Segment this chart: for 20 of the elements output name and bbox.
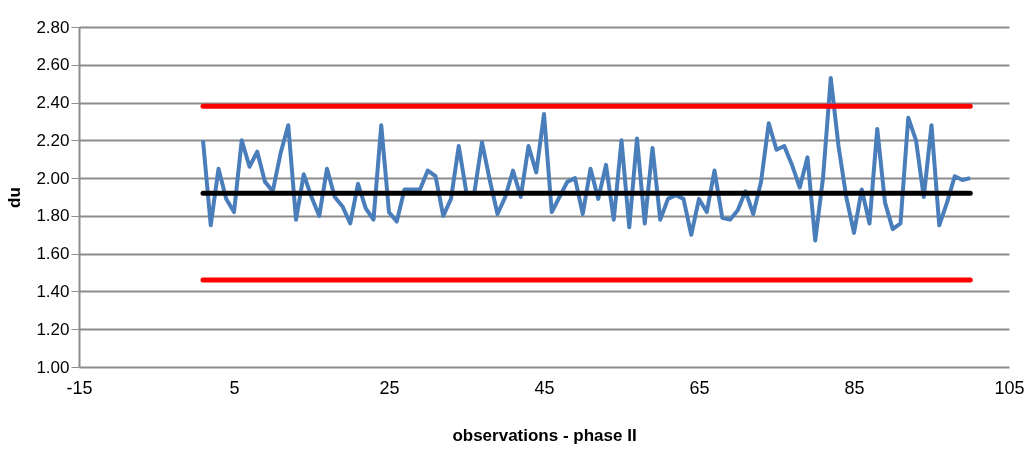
y-tick-label: 1.80 [36, 206, 70, 226]
y-tick-label: 2.20 [36, 130, 70, 150]
y-tick-label: 1.20 [36, 319, 70, 339]
x-tick-label: 25 [379, 377, 400, 398]
x-tick-label: 45 [534, 377, 555, 398]
x-axis-title: observations - phase II [452, 425, 637, 445]
y-tick-label: 2.00 [36, 168, 70, 188]
y-tick-label: 2.80 [36, 17, 70, 37]
y-tick-label: 1.40 [36, 281, 70, 301]
y-tick-label: 2.60 [36, 55, 70, 75]
x-tick-label: 5 [229, 377, 240, 398]
y-tick-label: 1.00 [36, 357, 70, 377]
x-tick-label: 105 [994, 377, 1025, 398]
y-tick-label: 1.60 [36, 244, 70, 264]
y-axis-title: du [5, 187, 25, 208]
y-tick-label: 2.40 [36, 93, 70, 113]
x-tick-label: 65 [689, 377, 710, 398]
line-series [201, 76, 973, 243]
x-tick-label: -15 [66, 377, 93, 398]
x-tick-label: 85 [844, 377, 865, 398]
